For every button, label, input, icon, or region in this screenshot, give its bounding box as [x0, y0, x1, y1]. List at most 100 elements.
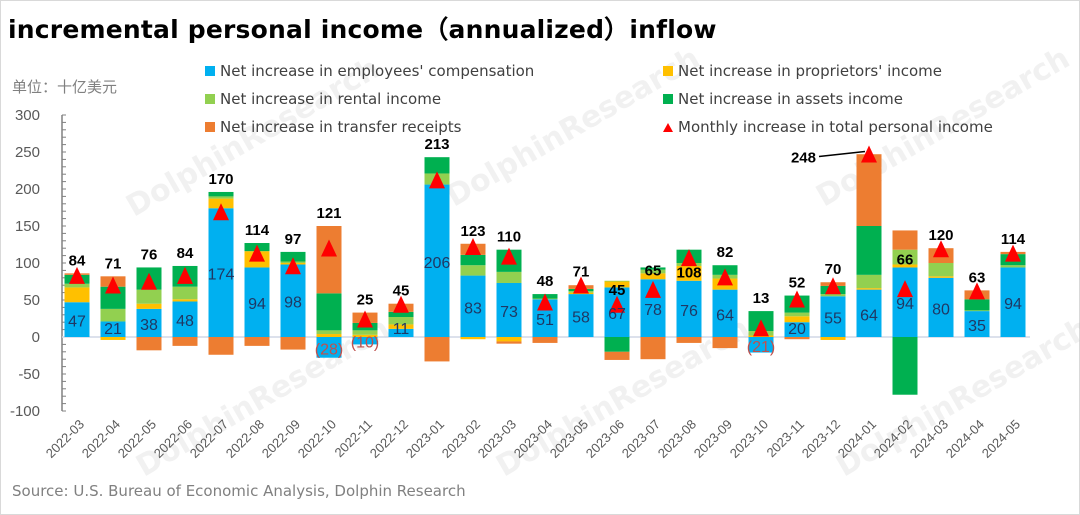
data-labels: 47 21 38 48 174 94 98 (28) (10) 11 206 83 73 51 58 67 78…: [68, 136, 1026, 358]
bar-segment-rental: [460, 265, 486, 276]
employee-value-label: 38: [140, 317, 158, 334]
bar-segment-rental: [208, 196, 234, 199]
bar-segment-proprietors: [784, 316, 810, 323]
bar-segment-transfer: [172, 337, 198, 346]
bar-segment-proprietors: [64, 287, 90, 303]
x-tick-label: 2024-01: [835, 417, 879, 461]
total-triangle-marker: [609, 295, 625, 313]
total-value-label: 97: [285, 231, 302, 248]
employee-value-label: 76: [680, 303, 698, 320]
bar-segment-employees: [820, 296, 846, 337]
total-triangle-marker: [429, 171, 445, 189]
legend-item-employees: Net increase in employees' compensation: [205, 62, 534, 80]
bar-segment-assets: [604, 337, 630, 352]
x-axis-labels: 2022-032022-042022-052022-062022-072022-…: [43, 417, 1023, 461]
employee-value-label: 55: [824, 311, 842, 328]
x-tick-label: 2022-04: [79, 417, 123, 461]
bar-segment-rental: [496, 271, 522, 283]
employee-value-label: 206: [424, 255, 451, 272]
bar-segment-rental: [784, 312, 810, 317]
total-triangle-marker: [645, 280, 661, 298]
bar-segment-assets: [964, 299, 990, 311]
legend-item-rental: Net increase in rental income: [205, 90, 441, 108]
x-tick-label: 2023-04: [511, 417, 555, 461]
triangle-marker-icon: [663, 122, 673, 132]
legend-swatch: [663, 66, 673, 76]
total-triangle-marker: [537, 293, 553, 311]
bar-segment-transfer: [712, 337, 738, 349]
total-triangle-marker: [105, 276, 121, 294]
bar-segment-rental: [1000, 265, 1026, 268]
bar-segment-rental: [352, 330, 378, 335]
employee-value-label: 21: [104, 321, 122, 338]
bar-segment-rental: [964, 310, 990, 312]
bar-segment-assets: [208, 191, 234, 197]
total-value-label: 25: [357, 292, 374, 309]
bar-segment-proprietors: [604, 281, 630, 288]
bar-segment-transfer: [424, 337, 450, 362]
employee-value-label: (21): [747, 339, 775, 356]
bar-segment-rental: [316, 330, 342, 335]
x-tick-label: 2022-07: [187, 417, 231, 461]
legend-swatch: [205, 66, 215, 76]
total-value-label: 248: [791, 149, 816, 166]
x-tick-label: 2024-03: [907, 417, 951, 461]
employee-value-label: 35: [968, 318, 986, 335]
y-tick-label: 200: [15, 181, 40, 198]
bar-segment-employees: [352, 337, 378, 345]
total-triangle-marker: [321, 239, 337, 257]
total-triangle-marker: [69, 266, 85, 284]
bar-segment-rental: [172, 286, 198, 300]
total-value-label: 84: [177, 245, 194, 262]
total-triangle-marker: [141, 272, 157, 290]
employee-value-label: 64: [860, 307, 878, 324]
bar-segment-employees: [892, 267, 918, 337]
bar-segment-assets: [316, 293, 342, 331]
bar-segment-employees: [280, 264, 306, 337]
legend-swatch: [663, 94, 673, 104]
employee-value-label: 58: [572, 310, 590, 327]
total-triangle-marker: [825, 277, 841, 295]
x-tick-label: 2023-07: [619, 417, 663, 461]
bar-segment-employees: [136, 308, 162, 337]
bar-segment-transfer: [892, 230, 918, 250]
x-tick-label: 2022-06: [151, 417, 195, 461]
x-tick-label: 2024-04: [943, 417, 987, 461]
legend-label: Net increase in proprietors' income: [678, 62, 943, 80]
total-value-label: 110: [497, 229, 521, 246]
employee-value-label: 80: [932, 301, 950, 318]
x-tick-label: 2023-06: [583, 417, 627, 461]
x-tick-label: 2023-01: [403, 417, 447, 461]
bar-segment-proprietors: [820, 337, 846, 340]
total-value-label: 114: [245, 222, 270, 239]
bar-segment-proprietors: [892, 264, 918, 268]
bar-segment-employees: [172, 301, 198, 337]
bar-segment-proprietors: [928, 276, 954, 278]
legend-swatch: [205, 122, 215, 132]
total-value-label: 76: [141, 246, 158, 263]
bar-segment-rental: [388, 317, 414, 325]
source-note: Source: U.S. Bureau of Economic Analysis…: [12, 482, 466, 500]
legend-item-proprietors: Net increase in proprietors' income: [663, 62, 942, 80]
employee-value-label: 73: [500, 304, 518, 321]
bar-segment-employees: [676, 280, 702, 337]
bar-segment-employees: [100, 321, 126, 337]
legend-swatch: [205, 94, 215, 104]
bar-segment-employees: [928, 277, 954, 337]
x-tick-label: 2022-08: [223, 417, 267, 461]
bar-segment-transfer: [856, 154, 882, 226]
total-value-label: 121: [316, 205, 341, 222]
x-tick-label: 2023-11: [763, 417, 807, 461]
bar-segment-transfer: [532, 337, 558, 343]
x-tick-label: 2023-10: [727, 417, 771, 461]
bar-segment-rental: [640, 269, 666, 274]
total-triangle-marker: [1005, 244, 1021, 262]
employee-value-label: (10): [351, 335, 379, 352]
x-tick-label: 2023-05: [547, 417, 591, 461]
total-triangle-marker: [573, 276, 589, 294]
total-triangle-marker: [861, 145, 877, 163]
bar-segment-transfer: [640, 337, 666, 360]
employee-value-label: 48: [176, 313, 194, 330]
x-tick-label: 2024-02: [871, 417, 915, 461]
y-tick-label: -100: [10, 403, 40, 420]
